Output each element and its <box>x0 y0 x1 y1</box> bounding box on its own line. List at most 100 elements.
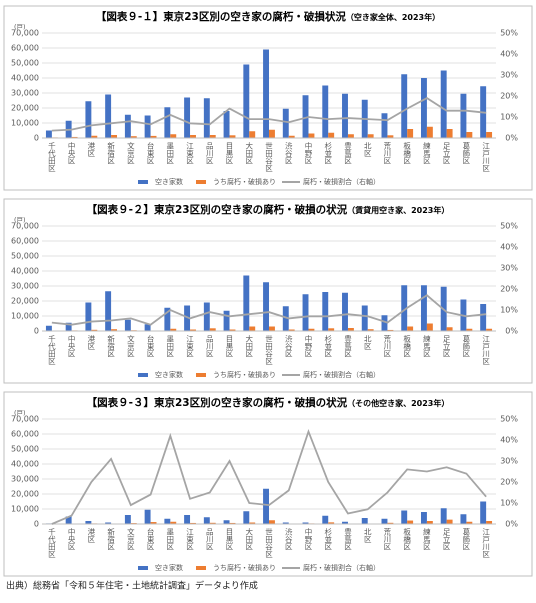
bar <box>322 292 328 331</box>
bar <box>243 276 249 332</box>
bar <box>164 519 170 524</box>
y-tick-label: 70,000 <box>11 29 39 38</box>
x-tick-label: 渋谷区 <box>284 141 293 165</box>
x-tick-label: 荒川区 <box>383 334 392 358</box>
bar <box>441 71 447 139</box>
bar <box>85 101 91 138</box>
y-tick-label: 20,000 <box>11 297 39 306</box>
bar <box>283 109 289 138</box>
chart-title: 【図表９-１】東京23区別の空き家の腐朽・破損状況（空き家全体、2023年） <box>96 10 440 23</box>
x-tick-label: 江東区 <box>185 335 194 358</box>
x-tick-label: 新宿区 <box>106 141 115 165</box>
x-tick-label: 荒川区 <box>383 141 392 165</box>
legend-label: 空き家数 <box>155 370 183 379</box>
x-tick-label: 品川区 <box>205 335 214 358</box>
y-tick-label: 60,000 <box>11 44 39 53</box>
y2-tick-label: 0% <box>505 520 518 529</box>
bar <box>447 327 453 331</box>
x-tick-label: 江戸川区 <box>481 528 490 559</box>
bar <box>269 130 275 138</box>
bar <box>243 65 249 139</box>
bar <box>184 515 190 524</box>
y2-tick-label: 40% <box>500 436 518 445</box>
y-tick-label: 40,000 <box>11 74 39 83</box>
y-tick-label: 40,000 <box>11 460 39 469</box>
x-tick-label: 墨田区 <box>166 142 175 165</box>
bar <box>382 113 388 138</box>
legend-swatch <box>138 180 148 184</box>
bar <box>328 133 334 138</box>
bar <box>362 306 368 332</box>
source-note: 出典）総務省「令和５年住宅・土地統計調査」データより作成 <box>6 580 258 592</box>
legend-swatch <box>196 180 206 184</box>
legend-label: 空き家数 <box>155 177 183 186</box>
title-sub: （その他空き家、2023年） <box>347 398 449 408</box>
bar <box>362 518 368 524</box>
bar <box>480 304 486 331</box>
bar <box>243 511 249 524</box>
x-tick-label: 北区 <box>363 142 372 158</box>
x-tick-label: 新宿区 <box>106 334 115 358</box>
x-tick-label: 品川区 <box>205 528 214 551</box>
x-tick-label: 江東区 <box>185 528 194 551</box>
y-tick-label: 60,000 <box>11 237 39 246</box>
title-main: 【図表９-２】東京23区別の空き家の腐朽・破損の状況 <box>87 203 348 216</box>
legend-swatch <box>138 373 148 377</box>
x-tick-label: 目黒区 <box>225 528 234 551</box>
x-tick-label: 目黒区 <box>225 335 234 358</box>
y-tick-label: 50,000 <box>11 252 39 261</box>
y2-tick-label: 10% <box>500 499 518 508</box>
x-tick-label: 中央区 <box>67 141 76 165</box>
bar <box>447 129 453 138</box>
title-main: 【図表９-３】東京23区別の空き家の腐朽・破損の状況 <box>87 396 348 409</box>
x-tick-label: 江戸川区 <box>481 335 490 366</box>
legend-label: うち腐朽・破損あり <box>213 563 276 572</box>
bar <box>263 50 269 139</box>
bar <box>447 520 453 524</box>
x-tick-label: 千代田区 <box>47 334 56 366</box>
y-tick-label: 10,000 <box>11 119 39 128</box>
x-tick-label: 荒川区 <box>383 527 392 551</box>
x-tick-label: 世田谷区 <box>264 527 273 559</box>
bar <box>382 519 388 524</box>
legend-label: 腐朽・破損割合（右軸） <box>303 177 380 186</box>
y-tick-label: 10,000 <box>11 312 39 321</box>
bar <box>125 320 131 331</box>
x-tick-label: 杉並区 <box>323 141 332 165</box>
bar <box>125 115 131 138</box>
chart-title: 【図表９-３】東京23区別の空き家の腐朽・破損の状況（その他空き家、2023年） <box>87 396 450 409</box>
x-tick-label: 台東区 <box>146 527 155 551</box>
x-tick-label: 千代田区 <box>47 141 56 173</box>
x-tick-label: 文京区 <box>126 141 135 165</box>
x-tick-label: 中野区 <box>304 334 313 358</box>
bar <box>322 516 328 524</box>
bar <box>204 98 210 138</box>
bar <box>407 129 413 138</box>
bar <box>441 508 447 524</box>
bar <box>480 502 486 525</box>
y-tick-label: 0 <box>34 134 39 143</box>
bar <box>105 95 111 139</box>
bar <box>486 132 492 138</box>
bar <box>164 107 170 138</box>
title-main: 【図表９-１】東京23区別の空き家の腐朽・破損状況 <box>96 10 346 23</box>
y-tick-label: 50,000 <box>11 59 39 68</box>
bar <box>322 86 328 139</box>
bar <box>421 512 427 524</box>
bar <box>401 74 407 138</box>
bar <box>303 294 309 331</box>
x-tick-label: 足立区 <box>442 528 451 551</box>
x-tick-label: 北区 <box>363 528 372 544</box>
bar <box>401 511 407 525</box>
legend-label: 腐朽・破損割合（右軸） <box>303 563 380 572</box>
bar <box>308 134 314 139</box>
bar <box>204 517 210 524</box>
x-tick-label: 板橋区 <box>402 141 411 165</box>
x-tick-label: 千代田区 <box>47 527 56 559</box>
x-tick-label: 大田区 <box>245 141 254 165</box>
bar <box>269 327 275 332</box>
y2-tick-label: 30% <box>500 264 518 273</box>
title-sub: （空き家全体、2023年） <box>346 12 440 22</box>
bar <box>269 520 275 524</box>
